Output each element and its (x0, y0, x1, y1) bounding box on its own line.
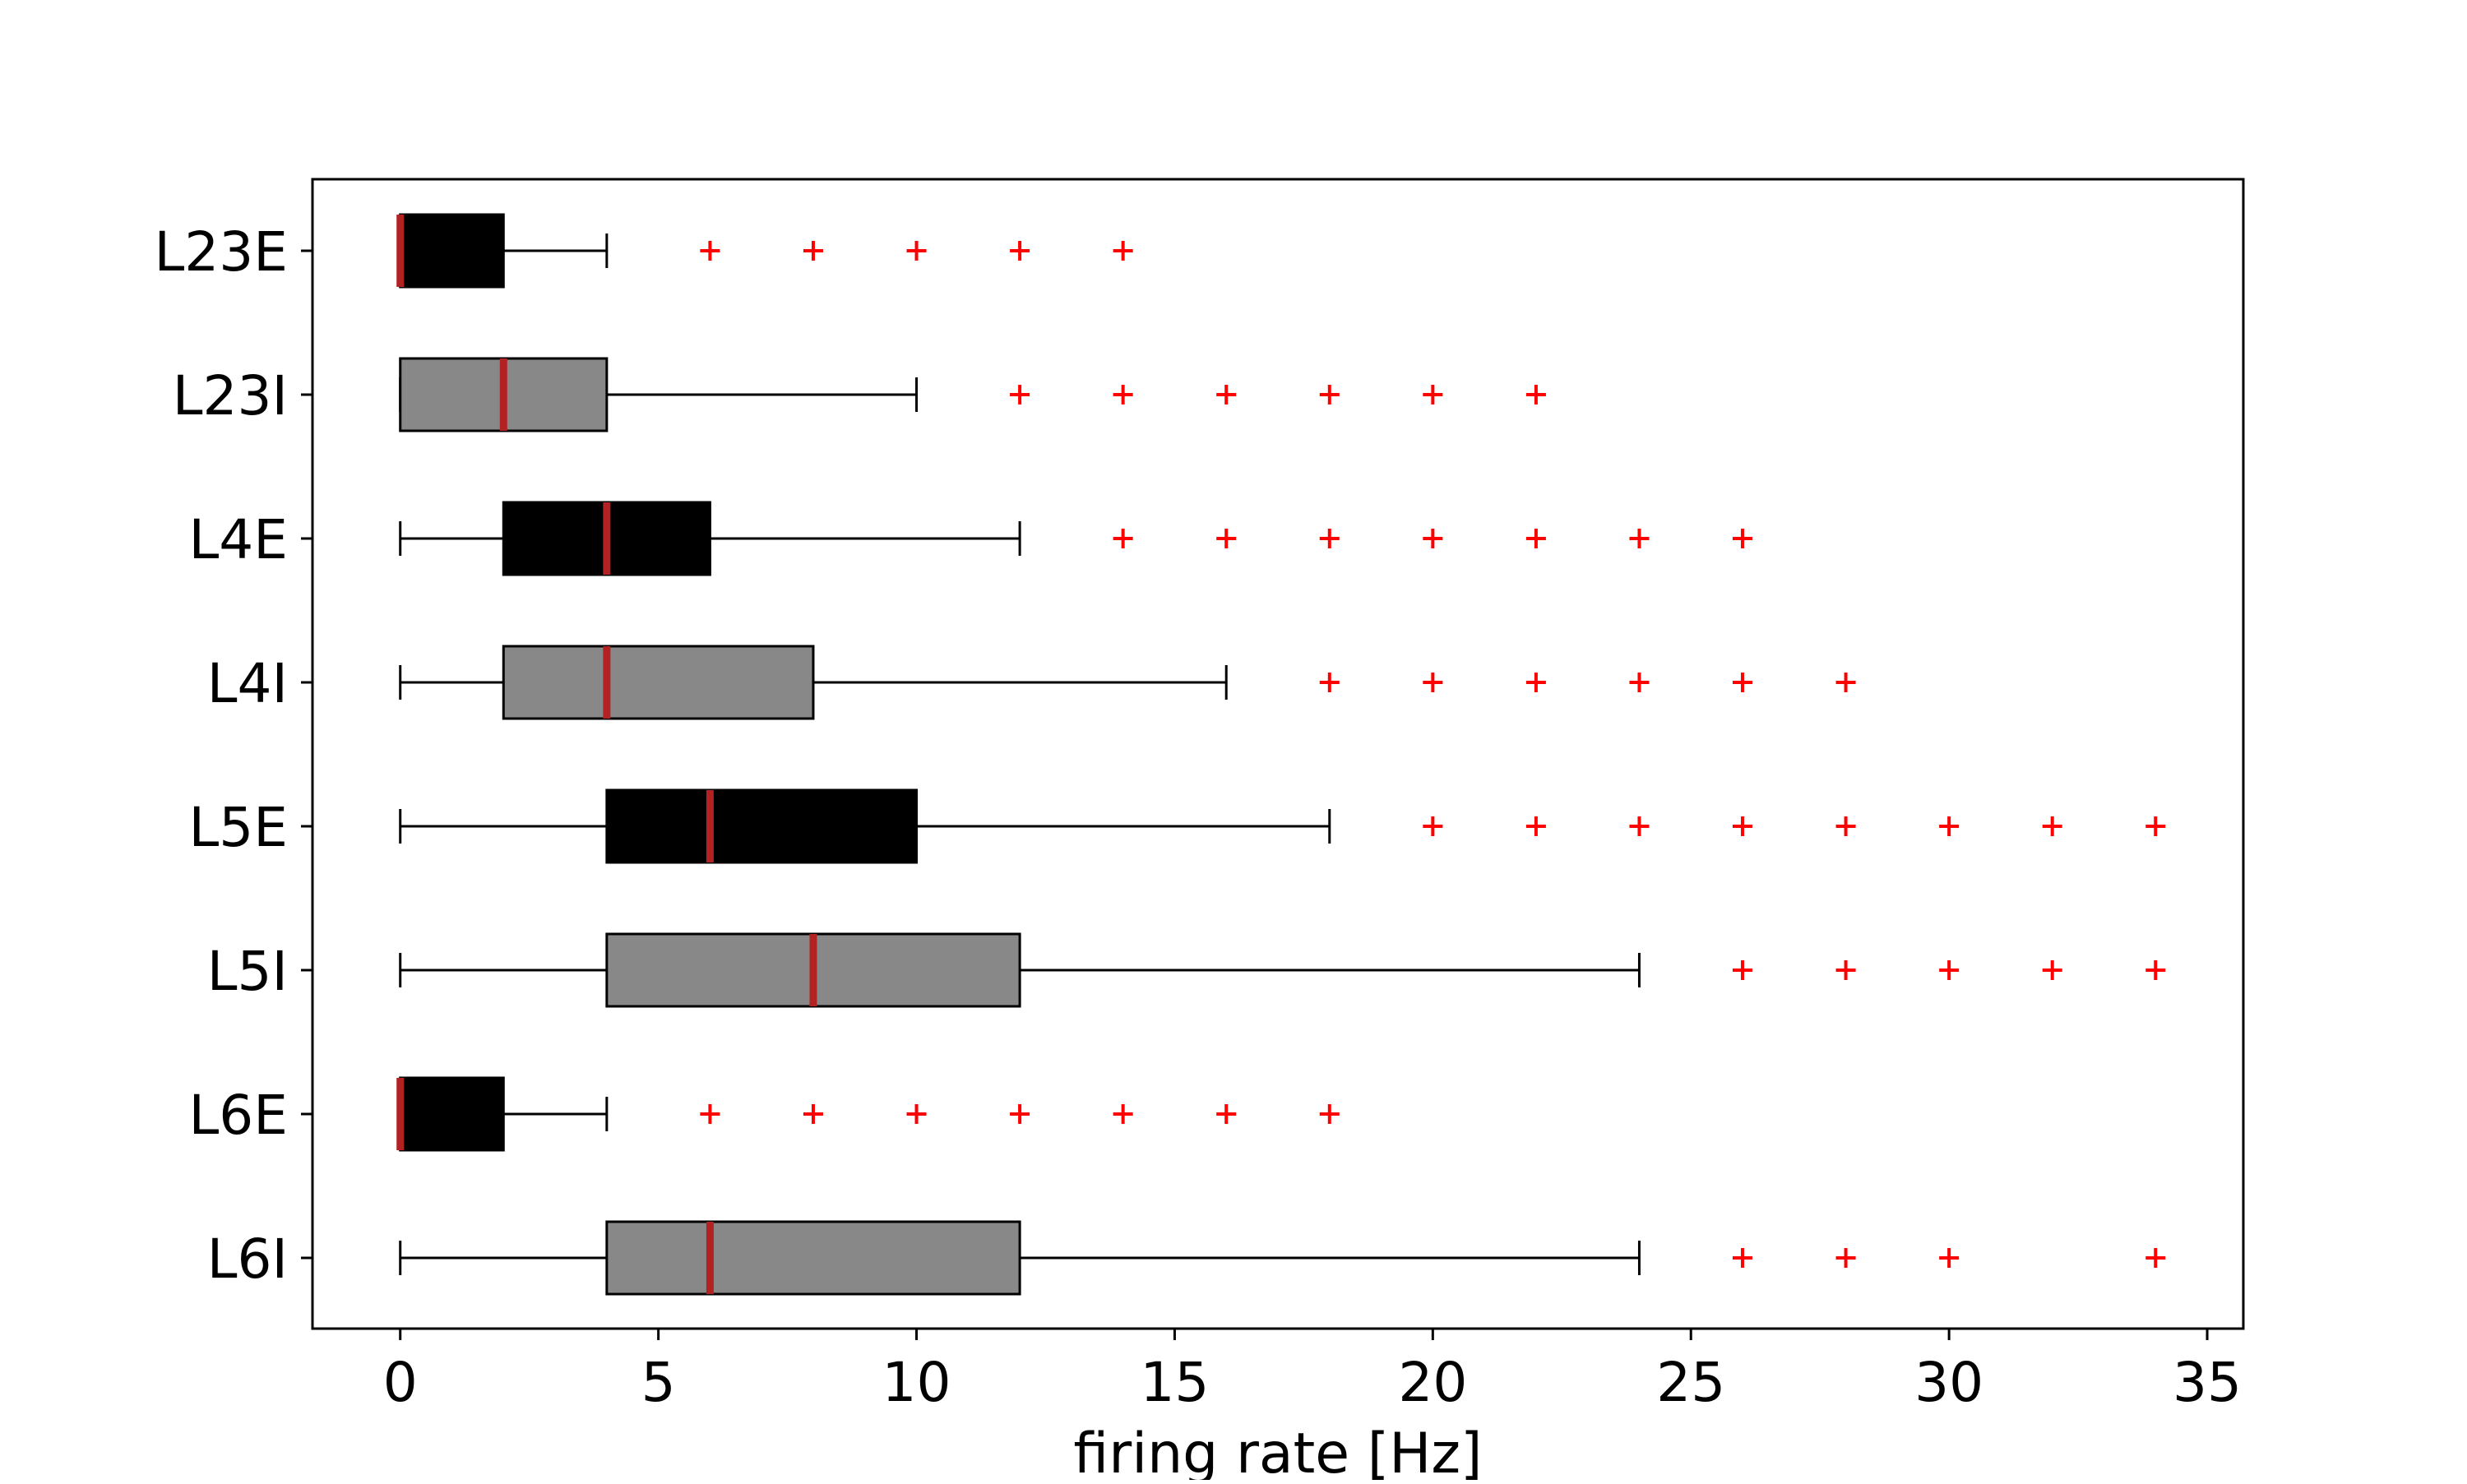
y-tick-label: L5I (207, 940, 288, 1003)
outlier-marker (1113, 1104, 1133, 1124)
outlier-marker (1835, 960, 1856, 980)
x-axis-label: firing rate [Hz] (1073, 1422, 1482, 1480)
box-l23i (399, 357, 1546, 432)
x-tick-label: 0 (383, 1351, 418, 1414)
iqr-box (399, 1076, 505, 1152)
y-tick-label: L6I (207, 1227, 288, 1291)
boxes-layer (396, 213, 2166, 1296)
x-tick-label: 35 (2173, 1351, 2242, 1414)
plot-area-frame (311, 178, 2245, 1330)
outlier-marker (1319, 385, 1340, 405)
box-l23e (396, 213, 1133, 289)
outlier-marker (1835, 673, 1856, 692)
iqr-box (605, 788, 919, 864)
x-tick-label: 10 (882, 1351, 951, 1414)
outlier-marker (1216, 1104, 1237, 1124)
x-tick-label: 5 (641, 1351, 676, 1414)
outlier-marker (1423, 529, 1443, 548)
outlier-marker (1525, 673, 1546, 692)
outlier-marker (1319, 1104, 1340, 1124)
outlier-marker (2145, 816, 2166, 836)
outlier-marker (1525, 529, 1546, 548)
y-axis: L23E L23I L4E L4I L5E L5I L6E L6I (155, 220, 312, 1291)
y-tick-label: L4I (207, 652, 288, 715)
outlier-marker (1939, 816, 1960, 836)
outlier-marker (700, 241, 720, 261)
box-l4e (399, 501, 1753, 576)
x-tick-label: 25 (1656, 1351, 1725, 1414)
outlier-marker (1113, 385, 1133, 405)
outlier-marker (1216, 529, 1237, 548)
outlier-marker (1319, 673, 1340, 692)
outlier-marker (1216, 385, 1237, 405)
outlier-marker (1629, 673, 1650, 692)
outlier-marker (2145, 960, 2166, 980)
outlier-marker (1319, 529, 1340, 548)
box-l5i (399, 932, 2166, 1008)
y-tick-label: L23E (155, 220, 288, 284)
x-tick-label: 20 (1398, 1351, 1467, 1414)
y-tick-label: L23I (173, 364, 288, 428)
outlier-marker (1733, 673, 1753, 692)
iqr-box (399, 213, 505, 289)
outlier-marker (1423, 385, 1443, 405)
y-tick-label: L6E (189, 1084, 288, 1147)
outlier-marker (1733, 529, 1753, 548)
outlier-marker (1733, 1248, 1753, 1268)
outlier-marker (1113, 529, 1133, 548)
outlier-marker (700, 1104, 720, 1124)
outlier-marker (906, 1104, 927, 1124)
outlier-marker (1010, 241, 1030, 261)
x-axis: 0 5 10 15 20 25 30 35 (383, 1329, 2242, 1414)
x-tick-label: 30 (1914, 1351, 1983, 1414)
outlier-marker (2042, 816, 2062, 836)
box-l4i (399, 645, 1856, 720)
iqr-box (502, 645, 815, 720)
box-l6i (399, 1220, 2166, 1296)
iqr-box (605, 1220, 1021, 1296)
outlier-marker (1629, 529, 1650, 548)
outlier-marker (906, 241, 927, 261)
x-tick-label: 15 (1140, 1351, 1209, 1414)
y-tick-label: L5E (189, 796, 288, 859)
outlier-marker (1525, 816, 1546, 836)
box-l6e (396, 1076, 1340, 1152)
outlier-marker (1423, 673, 1443, 692)
outlier-marker (2042, 960, 2062, 980)
outlier-marker (1629, 816, 1650, 836)
outlier-marker (803, 241, 823, 261)
outlier-marker (803, 1104, 823, 1124)
outlier-marker (1733, 816, 1753, 836)
box-l5e (399, 788, 2166, 864)
outlier-marker (1835, 1248, 1856, 1268)
outlier-marker (1423, 816, 1443, 836)
outlier-marker (2145, 1248, 2166, 1268)
outlier-marker (1733, 960, 1753, 980)
y-tick-label: L4E (189, 508, 288, 571)
outlier-marker (1939, 1248, 1960, 1268)
outlier-marker (1010, 385, 1030, 405)
outlier-marker (1835, 816, 1856, 836)
outlier-marker (1113, 241, 1133, 261)
outlier-marker (1939, 960, 1960, 980)
outlier-marker (1010, 1104, 1030, 1124)
outlier-marker (1525, 385, 1546, 405)
